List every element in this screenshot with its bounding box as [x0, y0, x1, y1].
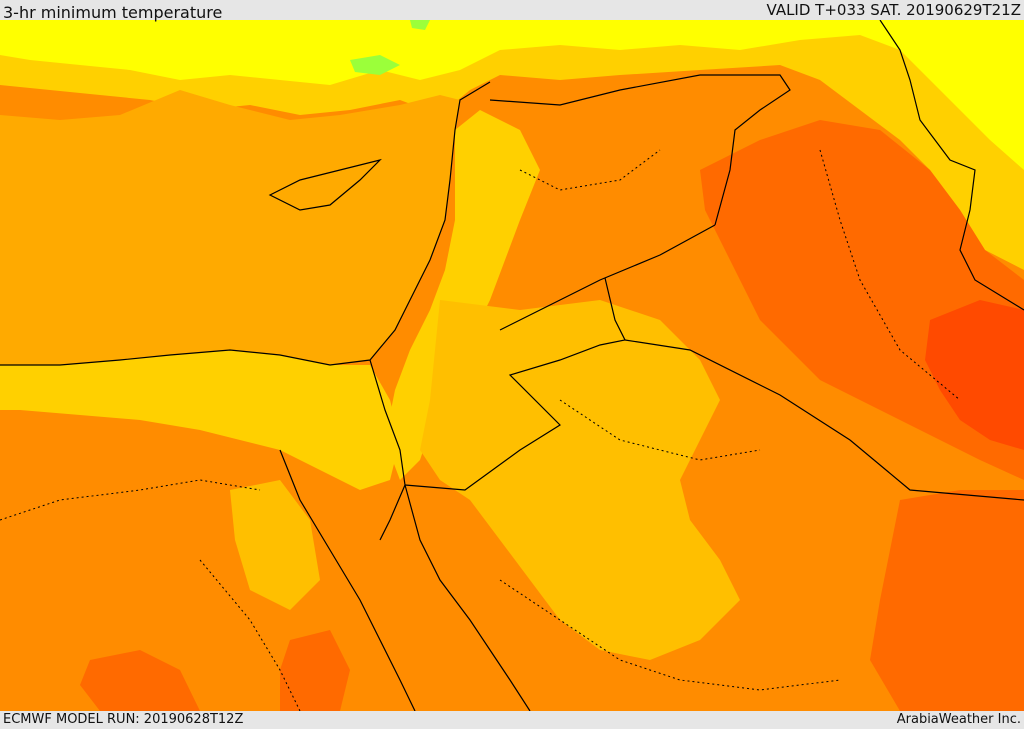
north-yellow-region: [0, 20, 1024, 170]
country-borders: [0, 20, 1024, 711]
iran-border: [879, 20, 1024, 311]
jordan-border: [404, 277, 626, 491]
north-green-patch: [350, 55, 400, 75]
model-run: ECMWF MODEL RUN: 20190628T12Z: [3, 712, 244, 727]
southeast-hot-region: [870, 490, 1024, 711]
cyprus: [268, 158, 382, 211]
syria-iraq-border: [499, 224, 716, 331]
coastline-med: [0, 81, 491, 366]
red-sea-coast-east: [404, 484, 531, 711]
map-canvas: [0, 20, 1024, 711]
egypt-coast-band: [0, 350, 400, 490]
mediterranean-sea: [0, 90, 460, 365]
southwest-hot-patch: [80, 650, 200, 711]
north-cool-region: [0, 20, 1024, 270]
saudi-iraq-border: [624, 339, 1024, 501]
central-mild-region: [420, 300, 740, 660]
footer-bar: ECMWF MODEL RUN: 20190628T12Z ArabiaWeat…: [0, 711, 1024, 729]
header-bar: 3-hr minimum temperature VALID T+033 SAT…: [0, 0, 1024, 22]
turkey-syria-border: [489, 74, 791, 226]
iraq-hotter-region: [925, 300, 1024, 450]
internal-borders: [0, 149, 961, 711]
north-green-patch-2: [410, 20, 430, 30]
map-title: 3-hr minimum temperature: [3, 3, 223, 22]
red-sea-coast-west: [279, 449, 416, 711]
south-hot-patch: [280, 630, 350, 711]
credit: ArabiaWeather Inc.: [896, 712, 1021, 727]
levant-yellow-strip: [385, 110, 540, 480]
valid-time: VALID T+033 SAT. 20190629T21Z: [766, 1, 1021, 19]
temperature-map[interactable]: [0, 20, 1024, 711]
egypt-mild-blob: [230, 480, 320, 610]
sinai-coast: [369, 359, 406, 541]
